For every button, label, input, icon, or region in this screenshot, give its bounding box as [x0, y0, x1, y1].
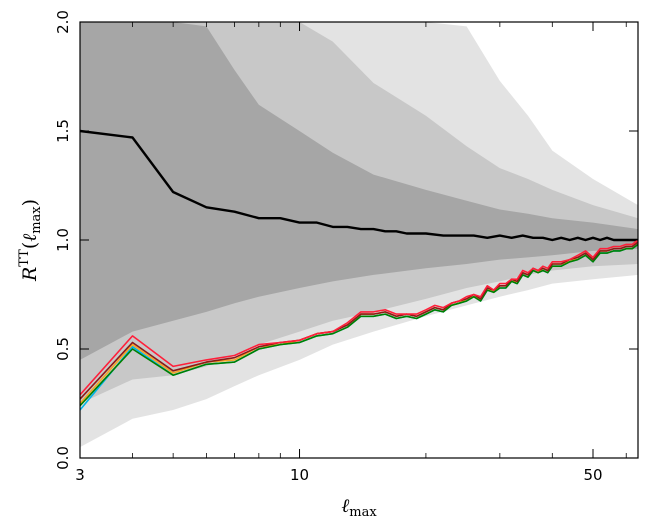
series-line-3 [80, 243, 638, 407]
axis-ticks: 0.0 0.5 1.0 1.5 2.0 3 10 50 [54, 10, 638, 484]
confidence-bands [80, 22, 638, 448]
y-tick-label: 1.5 [54, 119, 72, 143]
y-tick-label: 1.0 [54, 228, 72, 252]
x-tick-label: 10 [290, 466, 309, 484]
x-axis-label: ℓmax [341, 495, 377, 520]
x-tick-label: 3 [75, 466, 85, 484]
series-line-mean [80, 129, 638, 242]
series-lines [80, 129, 638, 411]
y-axis-label: RTT(ℓmax) [17, 199, 44, 282]
band-1sigma [80, 22, 638, 360]
y-tick-label: 0.0 [54, 446, 72, 470]
x-tick-label: 50 [583, 466, 602, 484]
y-tick-label: 2.0 [54, 10, 72, 34]
y-tick-label: 0.5 [54, 337, 72, 361]
series-line-5 [80, 239, 638, 396]
